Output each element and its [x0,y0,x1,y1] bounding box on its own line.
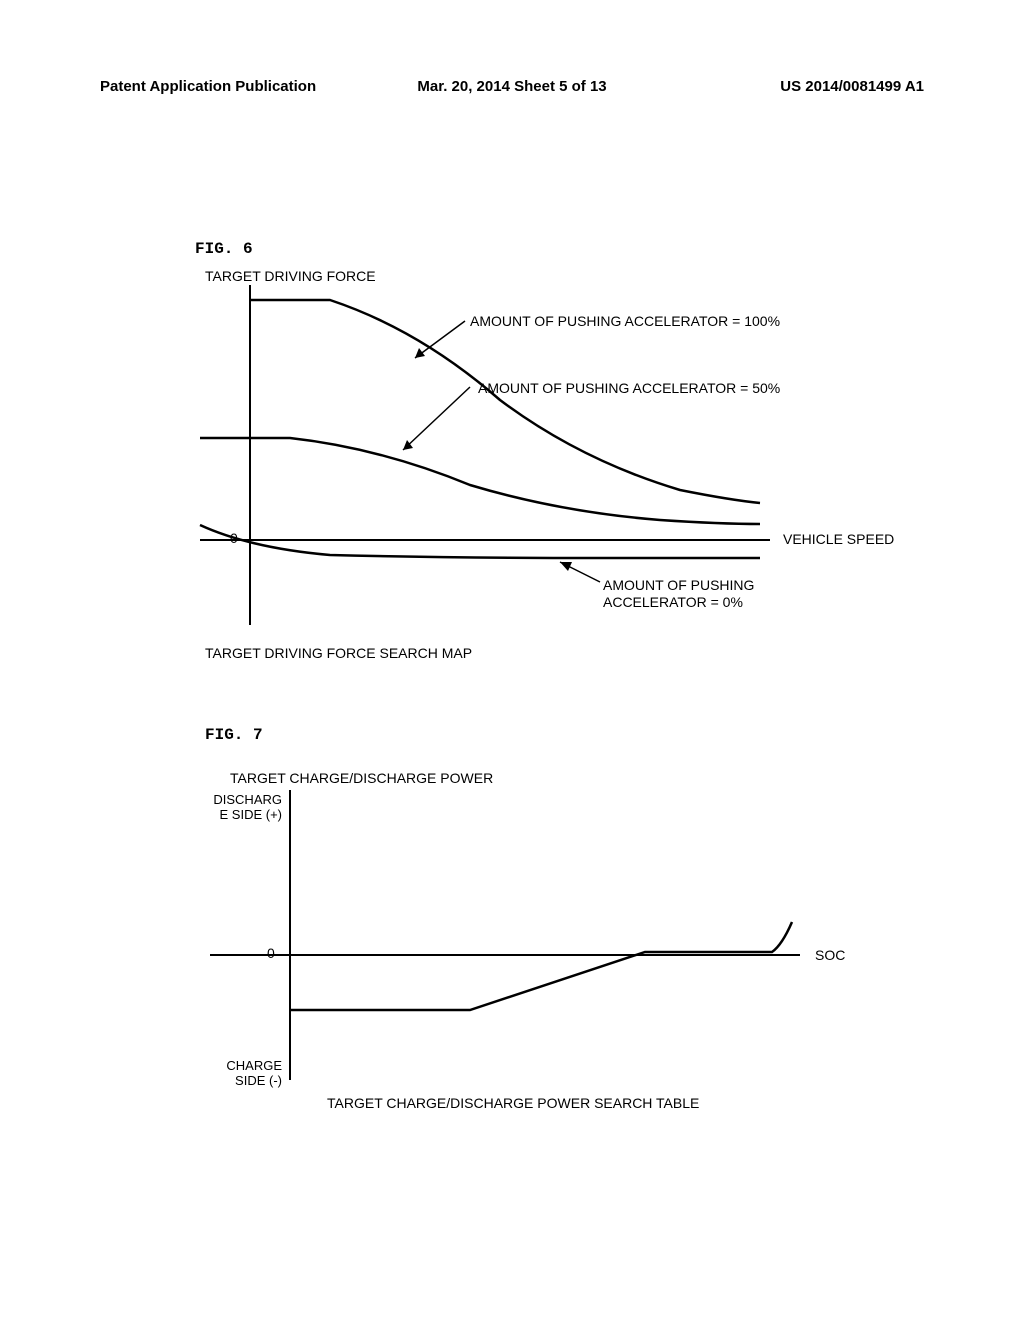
fig7-charge-2: SIDE (-) [210,1073,282,1088]
fig7-zero: 0 [267,945,275,961]
fig7-x-axis-label: SOC [815,947,845,963]
fig7-caption: TARGET CHARGE/DISCHARGE POWER SEARCH TAB… [327,1095,699,1111]
fig7-charge-1: CHARGE [210,1058,282,1073]
fig7-chart [0,0,1024,1150]
